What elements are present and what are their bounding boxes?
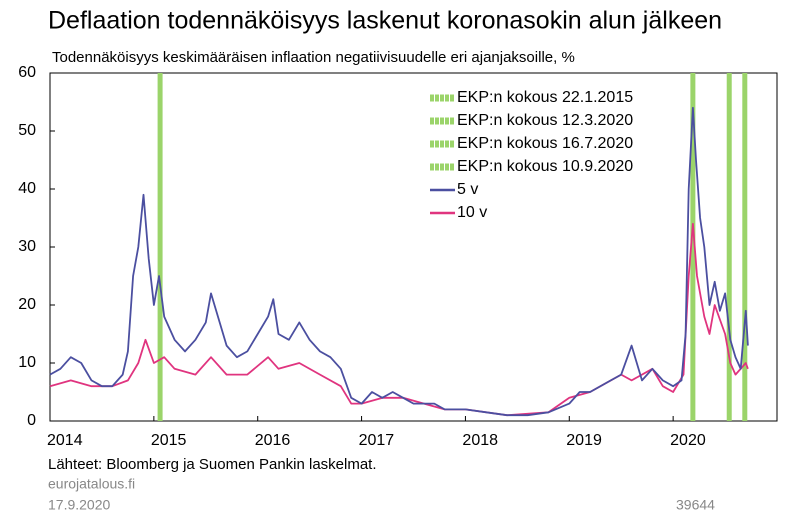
x-tick-label: 2019 <box>566 432 602 449</box>
website: eurojatalous.fi <box>48 476 135 492</box>
date: 17.9.2020 <box>48 497 110 513</box>
legend-label: EKP:n kokous 22.1.2015 <box>457 89 633 106</box>
legend-label: EKP:n kokous 10.9.2020 <box>457 158 633 175</box>
series-line <box>49 106 749 417</box>
x-tick-label: 2016 <box>255 432 291 449</box>
y-tick-label: 30 <box>18 238 36 255</box>
source: Lähteet: Bloomberg ja Suomen Pankin lask… <box>48 456 377 473</box>
x-tick-label: 2018 <box>462 432 498 449</box>
y-tick-label: 20 <box>18 296 36 313</box>
y-tick-label: 10 <box>18 354 36 371</box>
x-tick-label: 2017 <box>359 432 395 449</box>
legend-label: 5 v <box>457 181 478 198</box>
y-tick-label: 40 <box>18 180 36 197</box>
legend-label: EKP:n kokous 12.3.2020 <box>457 112 633 129</box>
x-tick-label: 2014 <box>47 432 83 449</box>
chart-subtitle: Todennäköisyys keskimääräisen inflaation… <box>52 49 575 66</box>
x-tick-label: 2020 <box>670 432 706 449</box>
chart-title: Deflaation todennäköisyys laskenut koron… <box>48 7 722 35</box>
y-tick-label: 0 <box>27 412 36 429</box>
y-tick-label: 60 <box>18 64 36 81</box>
series-line <box>49 222 749 417</box>
x-tick-label: 2015 <box>151 432 187 449</box>
chart-id: 39644 <box>676 497 715 513</box>
legend-label: EKP:n kokous 16.7.2020 <box>457 135 633 152</box>
legend-label: 10 v <box>457 204 487 221</box>
y-tick-label: 50 <box>18 122 36 139</box>
